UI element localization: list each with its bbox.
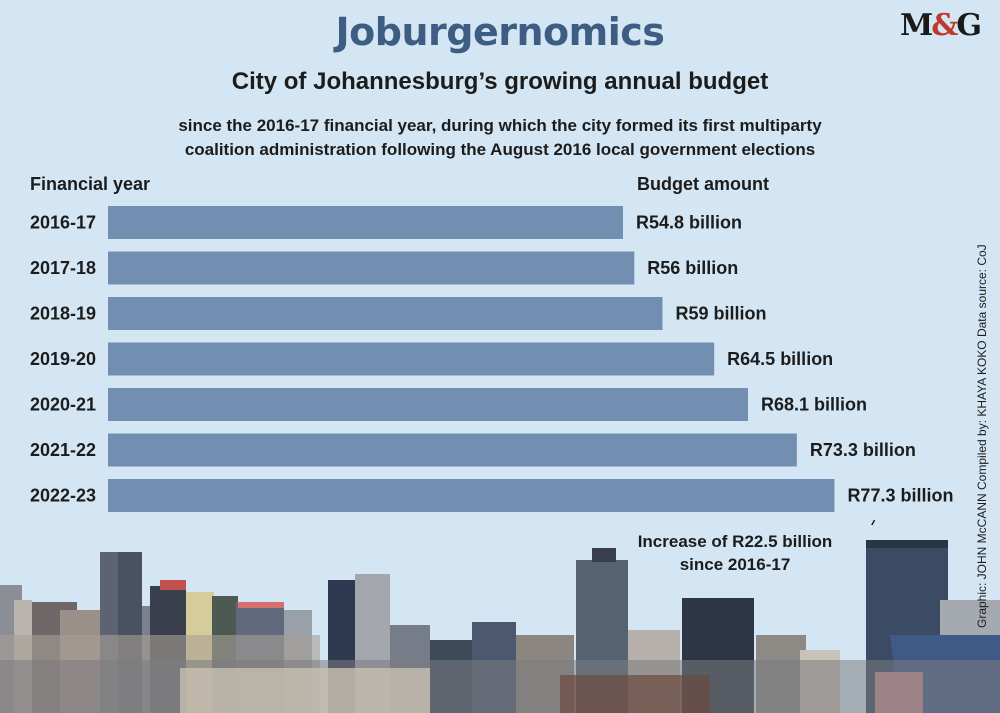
x-axis-label: Budget amount (637, 174, 769, 194)
value-label: R54.8 billion (636, 213, 742, 233)
category-label: 2022-23 (30, 486, 96, 506)
category-label: 2019-20 (30, 349, 96, 369)
category-label: 2021-22 (30, 440, 96, 460)
value-label: R64.5 billion (727, 349, 833, 369)
category-label: 2018-19 (30, 304, 96, 324)
chart-subtitle: City of Johannesburg’s growing annual bu… (231, 68, 769, 95)
value-label: R68.1 billion (761, 395, 867, 415)
annotation-line-2: since 2016-17 (679, 555, 791, 574)
budget-bar-chart: 2016-17 R54.8 billion 2017-18 R56 billion 20… (30, 206, 953, 525)
budget-bar (108, 297, 663, 330)
category-label: 2020-21 (30, 395, 96, 415)
description-line-2: coalition administration following the A… (184, 140, 816, 159)
budget-bar (108, 433, 797, 467)
budget-bar (108, 251, 635, 285)
value-label: R59 billion (675, 304, 766, 324)
chart-title: Joburgernomics (335, 10, 665, 54)
category-label: 2016-17 (30, 213, 96, 233)
increase-annotation: Increase of R22.5 billion since 2016-17 (600, 530, 870, 576)
budget-bar (108, 342, 715, 376)
annotation-leader-line (870, 519, 876, 525)
city-skyline-illustration (0, 540, 1000, 713)
value-label: R56 billion (647, 258, 738, 278)
budget-bar (108, 479, 835, 512)
credit-line: Graphic: JOHN McCANN Compiled by: KHAYA … (975, 244, 989, 628)
chart-description: since the 2016-17 financial year, during… (0, 114, 1000, 162)
description-line-1: since the 2016-17 financial year, during… (178, 116, 822, 135)
category-label: 2017-18 (30, 258, 96, 278)
annotation-line-1: Increase of R22.5 billion (637, 532, 833, 551)
y-axis-label: Financial year (30, 174, 151, 194)
budget-bar (108, 206, 623, 239)
value-label: R77.3 billion (847, 486, 953, 506)
budget-bar (108, 388, 748, 421)
mg-logo: M&G (900, 8, 982, 43)
value-label: R73.3 billion (810, 440, 916, 460)
